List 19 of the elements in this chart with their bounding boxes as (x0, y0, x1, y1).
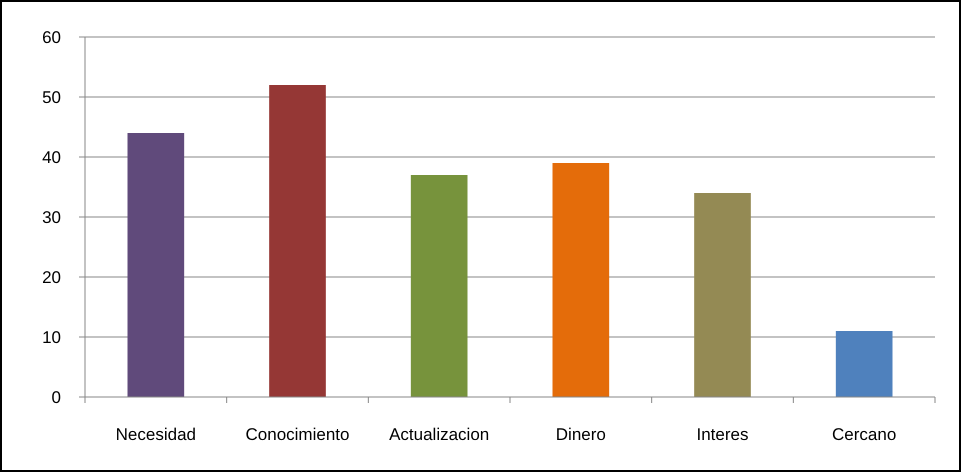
x-tick-label: Cercano (832, 425, 896, 444)
y-tick-label: 30 (42, 208, 61, 227)
bar (128, 133, 184, 397)
y-tick-label: 60 (42, 28, 61, 47)
bar (410, 175, 468, 397)
y-tick-label: 0 (52, 388, 61, 407)
bar (694, 193, 751, 397)
y-tick-label: 20 (42, 268, 61, 287)
bar (269, 85, 326, 397)
x-tick-label: Necesidad (116, 425, 196, 444)
y-tick-label: 40 (42, 148, 61, 167)
x-tick-label: Dinero (556, 425, 606, 444)
bar (836, 331, 892, 397)
x-tick-label: Interes (696, 425, 748, 444)
bar (552, 163, 610, 397)
x-tick-label: Actualizacion (389, 425, 490, 444)
y-tick-label: 50 (42, 88, 61, 107)
x-tick-label: Conocimiento (246, 425, 350, 444)
y-tick-label: 10 (42, 328, 61, 347)
